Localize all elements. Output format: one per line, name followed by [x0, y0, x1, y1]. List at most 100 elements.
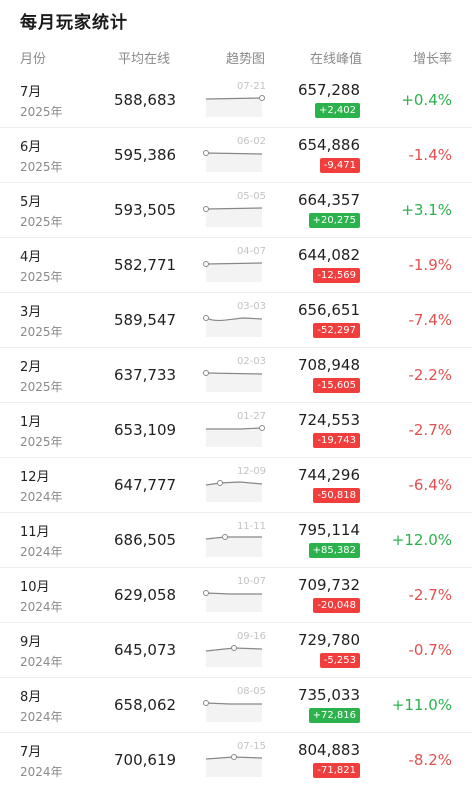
trend-date: 07-21	[236, 81, 266, 92]
trend-sparkline: 08-05	[200, 686, 270, 726]
trend-date: 06-02	[236, 136, 266, 147]
table-row[interactable]: 12月 2024年 647,777 12-09 744,296 -50,818 …	[0, 458, 472, 513]
row-year: 2025年	[20, 270, 63, 284]
row-peak-online: 804,883	[297, 741, 360, 759]
row-growth-rate: +3.1%	[401, 201, 452, 219]
row-growth-rate: +12.0%	[391, 531, 452, 549]
table-row[interactable]: 1月 2025年 653,109 01-27 724,553 -19,743 -…	[0, 403, 472, 458]
table-row[interactable]: 9月 2024年 645,073 09-16 729,780 -5,253 -0…	[0, 623, 472, 678]
trend-date: 07-15	[236, 741, 266, 752]
row-growth-rate: -6.4%	[408, 476, 452, 494]
trend-sparkline: 02-03	[200, 356, 270, 396]
row-peak-online: 735,033	[297, 686, 360, 704]
row-month: 12月	[20, 470, 50, 485]
row-peak-online: 657,288	[297, 81, 360, 99]
peak-delta-badge: -12,569	[313, 268, 360, 283]
trend-sparkline: 11-11	[200, 521, 270, 561]
table-row[interactable]: 5月 2025年 593,505 05-05 664,357 +20,275 +…	[0, 183, 472, 238]
peak-delta-badge: -50,818	[313, 488, 360, 503]
row-peak-online: 724,553	[297, 411, 360, 429]
row-year: 2024年	[20, 600, 63, 614]
trend-date: 04-07	[236, 246, 266, 257]
trend-date: 05-05	[236, 191, 266, 202]
table-row[interactable]: 3月 2025年 589,547 03-03 656,651 -52,297 -…	[0, 293, 472, 348]
row-growth-rate: -1.4%	[408, 146, 452, 164]
row-growth-rate: -0.7%	[408, 641, 452, 659]
table-header: 月份 平均在线 趋势图 在线峰值 增长率	[0, 48, 472, 68]
row-avg-online: 686,505	[114, 531, 177, 549]
row-growth-rate: +0.4%	[401, 91, 452, 109]
row-month: 11月	[20, 525, 50, 540]
row-avg-online: 658,062	[114, 696, 177, 714]
peak-delta-badge: -20,048	[313, 598, 360, 613]
row-month: 5月	[20, 195, 42, 210]
trend-sparkline: 12-09	[200, 466, 270, 506]
row-month: 7月	[20, 745, 42, 760]
row-month: 4月	[20, 250, 42, 265]
row-avg-online: 647,777	[114, 476, 177, 494]
row-year: 2025年	[20, 435, 63, 449]
trend-sparkline: 04-07	[200, 246, 270, 286]
row-peak-online: 744,296	[297, 466, 360, 484]
row-month: 10月	[20, 580, 50, 595]
trend-sparkline: 09-16	[200, 631, 270, 671]
row-month: 3月	[20, 305, 42, 320]
table-row[interactable]: 6月 2025年 595,386 06-02 654,886 -9,471 -1…	[0, 128, 472, 183]
row-year: 2025年	[20, 215, 63, 229]
header-avg-online: 平均在线	[118, 52, 171, 67]
peak-delta-badge: +20,275	[308, 213, 360, 228]
row-year: 2025年	[20, 325, 63, 339]
row-year: 2024年	[20, 765, 63, 779]
peak-delta-badge: -15,605	[313, 378, 360, 393]
peak-delta-badge: -9,471	[319, 158, 360, 173]
row-growth-rate: -2.7%	[408, 421, 452, 439]
header-peak-online: 在线峰值	[310, 52, 363, 67]
table-row[interactable]: 4月 2025年 582,771 04-07 644,082 -12,569 -…	[0, 238, 472, 293]
row-peak-online: 664,357	[297, 191, 360, 209]
row-peak-online: 795,114	[297, 521, 360, 539]
table-row[interactable]: 7月 2025年 588,683 07-21 657,288 +2,402 +0…	[0, 73, 472, 128]
row-growth-rate: -2.7%	[408, 586, 452, 604]
row-peak-online: 656,651	[297, 301, 360, 319]
row-year: 2025年	[20, 160, 63, 174]
trend-sparkline: 07-15	[200, 741, 270, 781]
peak-delta-badge: -19,743	[313, 433, 360, 448]
row-avg-online: 700,619	[114, 751, 177, 769]
row-avg-online: 653,109	[114, 421, 177, 439]
table-row[interactable]: 2月 2025年 637,733 02-03 708,948 -15,605 -…	[0, 348, 472, 403]
table-row[interactable]: 8月 2024年 658,062 08-05 735,033 +72,816 +…	[0, 678, 472, 733]
trend-sparkline: 01-27	[200, 411, 270, 451]
row-peak-online: 709,732	[297, 576, 360, 594]
row-avg-online: 637,733	[114, 366, 177, 384]
row-avg-online: 629,058	[114, 586, 177, 604]
row-avg-online: 589,547	[114, 311, 177, 329]
row-growth-rate: -8.2%	[408, 751, 452, 769]
trend-date: 01-27	[236, 411, 266, 422]
trend-sparkline: 07-21	[200, 81, 270, 121]
trend-sparkline: 03-03	[200, 301, 270, 341]
row-avg-online: 593,505	[114, 201, 177, 219]
row-year: 2024年	[20, 490, 63, 504]
row-peak-online: 729,780	[297, 631, 360, 649]
row-avg-online: 595,386	[114, 146, 177, 164]
peak-delta-badge: -5,253	[319, 653, 360, 668]
row-growth-rate: -7.4%	[408, 311, 452, 329]
peak-delta-badge: -71,821	[313, 763, 360, 778]
page-title: 每月玩家统计	[20, 13, 128, 33]
trend-sparkline: 06-02	[200, 136, 270, 176]
trend-date: 10-07	[236, 576, 266, 587]
table-row[interactable]: 7月 2024年 700,619 07-15 804,883 -71,821 -…	[0, 733, 472, 787]
row-month: 6月	[20, 140, 42, 155]
row-year: 2024年	[20, 710, 63, 724]
trend-date: 12-09	[236, 466, 266, 477]
table-row[interactable]: 11月 2024年 686,505 11-11 795,114 +85,382 …	[0, 513, 472, 568]
row-avg-online: 588,683	[114, 91, 177, 109]
trend-sparkline: 10-07	[200, 576, 270, 616]
header-month: 月份	[20, 52, 47, 67]
row-month: 7月	[20, 85, 42, 100]
row-month: 1月	[20, 415, 42, 430]
row-peak-online: 644,082	[297, 246, 360, 264]
row-month: 8月	[20, 690, 42, 705]
trend-date: 09-16	[236, 631, 266, 642]
table-row[interactable]: 10月 2024年 629,058 10-07 709,732 -20,048 …	[0, 568, 472, 623]
